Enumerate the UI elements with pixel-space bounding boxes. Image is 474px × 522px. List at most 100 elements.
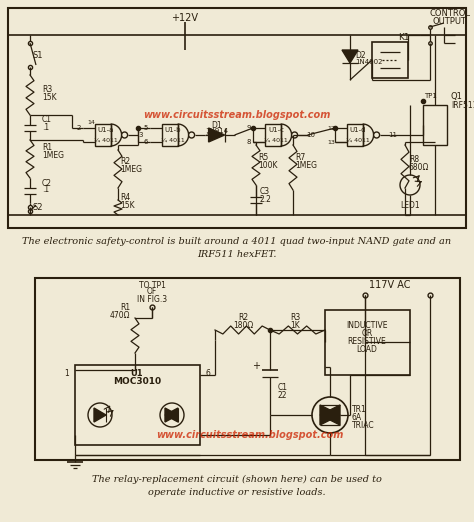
Polygon shape [94, 408, 106, 422]
Bar [162, 124, 178, 146]
Text: 470Ω: 470Ω [109, 311, 130, 319]
Text: U1: U1 [131, 369, 143, 377]
Text: 15K: 15K [120, 200, 135, 209]
Text: 3: 3 [138, 132, 143, 138]
Text: 11: 11 [388, 132, 397, 138]
Text: TRIAC: TRIAC [352, 421, 374, 431]
Text: R5: R5 [258, 153, 268, 162]
Text: 14: 14 [87, 121, 95, 125]
Text: R2: R2 [120, 158, 130, 167]
Text: 180Ω: 180Ω [233, 321, 253, 329]
Text: 6: 6 [144, 139, 148, 145]
Polygon shape [165, 408, 178, 422]
Text: R3: R3 [42, 86, 52, 94]
Bar [423, 105, 447, 145]
Text: 4: 4 [205, 132, 210, 138]
Text: OUTPUT: OUTPUT [433, 17, 467, 26]
Circle shape [312, 397, 348, 433]
Text: IN FIG.3: IN FIG.3 [137, 294, 167, 303]
Text: 12: 12 [327, 125, 335, 130]
Text: S2: S2 [33, 204, 43, 212]
Polygon shape [320, 405, 340, 425]
Text: TR1: TR1 [352, 406, 367, 414]
Circle shape [374, 132, 380, 138]
Text: 1K: 1K [290, 321, 300, 329]
Text: R7: R7 [295, 153, 305, 162]
Text: U1-c: U1-c [268, 127, 284, 133]
Text: 8: 8 [247, 139, 251, 145]
Text: C1: C1 [42, 115, 52, 125]
Text: C1: C1 [278, 384, 288, 393]
Text: 5: 5 [144, 125, 148, 131]
Text: The electronic safety-control is built around a 4011 quad two-input NAND gate an: The electronic safety-control is built a… [22, 237, 452, 259]
Text: www.circuitsstream.blogspot.com: www.circuitsstream.blogspot.com [156, 430, 344, 440]
Text: R2: R2 [238, 314, 248, 323]
Text: www.circuitsstream.blogspot.com: www.circuitsstream.blogspot.com [143, 110, 331, 120]
Bar [347, 124, 363, 146]
Text: ¼ 4011: ¼ 4011 [264, 137, 288, 143]
Circle shape [160, 403, 184, 427]
Bar [265, 124, 281, 146]
Bar [325, 310, 410, 375]
Text: U1-a: U1-a [98, 127, 114, 133]
Text: R1: R1 [42, 144, 52, 152]
Text: 2: 2 [77, 125, 81, 131]
Text: 1: 1 [64, 369, 69, 377]
Circle shape [88, 403, 112, 427]
Text: 10: 10 [306, 132, 315, 138]
Text: U1-d: U1-d [350, 127, 366, 133]
Text: 13: 13 [327, 139, 335, 145]
Polygon shape [209, 128, 225, 142]
Text: 15K: 15K [42, 92, 56, 101]
Text: OR: OR [361, 328, 373, 338]
Text: OF: OF [147, 288, 157, 296]
Polygon shape [342, 50, 358, 63]
Text: D1: D1 [211, 121, 222, 129]
Polygon shape [165, 408, 178, 422]
Circle shape [122, 132, 128, 138]
Text: TO TP1: TO TP1 [138, 280, 165, 290]
Text: 2.2: 2.2 [260, 195, 272, 204]
Text: .1: .1 [42, 185, 49, 195]
Text: MOC3010: MOC3010 [113, 376, 161, 386]
Text: CONTROL: CONTROL [429, 9, 471, 18]
Text: R3: R3 [290, 314, 300, 323]
Text: .1: .1 [42, 123, 49, 132]
Text: D2: D2 [355, 51, 365, 60]
Text: INDUCTIVE: INDUCTIVE [346, 321, 388, 329]
Bar [8, 8, 466, 228]
Text: 9: 9 [247, 125, 251, 131]
Text: 117V AC: 117V AC [369, 280, 411, 290]
Text: +: + [252, 361, 260, 371]
Text: 680Ω: 680Ω [409, 162, 429, 172]
Text: LOAD: LOAD [356, 345, 377, 353]
Text: 6A: 6A [352, 413, 362, 422]
Polygon shape [320, 405, 340, 425]
Bar [75, 365, 200, 445]
Text: ¼ 4011: ¼ 4011 [346, 137, 370, 143]
Text: 1N4002: 1N4002 [355, 59, 383, 65]
Text: S1: S1 [33, 51, 43, 60]
Text: IRF511: IRF511 [451, 101, 474, 110]
Text: C3: C3 [260, 187, 270, 196]
Text: 1N914: 1N914 [205, 128, 228, 134]
Text: ¼ 4011: ¼ 4011 [94, 137, 118, 143]
Text: TP1: TP1 [425, 93, 438, 99]
Text: LED1: LED1 [400, 200, 420, 209]
Text: 100K: 100K [258, 160, 277, 170]
Text: R8: R8 [409, 156, 419, 164]
Text: The relay-replacement circuit (shown here) can be used to
operate inductive or r: The relay-replacement circuit (shown her… [92, 475, 382, 497]
Text: 6: 6 [206, 369, 211, 377]
Text: 22: 22 [278, 390, 288, 399]
Text: K1: K1 [398, 33, 410, 42]
Text: Q1: Q1 [451, 92, 463, 101]
Bar [372, 42, 408, 78]
Text: R1: R1 [120, 303, 130, 313]
Circle shape [189, 132, 195, 138]
Text: 1MEG: 1MEG [295, 160, 317, 170]
Text: RESISTIVE: RESISTIVE [347, 337, 386, 346]
Text: +12V: +12V [172, 13, 199, 23]
Text: 1MEG: 1MEG [42, 150, 64, 160]
Circle shape [400, 175, 420, 195]
Bar [95, 124, 110, 146]
